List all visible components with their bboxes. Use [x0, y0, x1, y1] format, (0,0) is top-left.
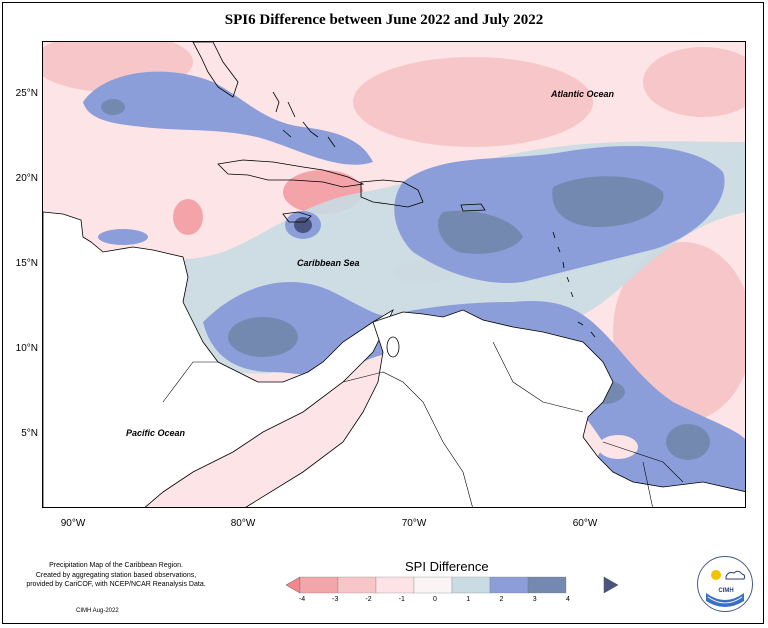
colorbar-tick-label: -3: [332, 596, 339, 603]
dark-blue-zone: [552, 176, 664, 227]
colorbar-cell: [413, 576, 453, 594]
pink-zone: [643, 47, 745, 117]
pink-zone: [613, 242, 745, 422]
blue-zone: [83, 71, 373, 165]
hispaniola-outline: [360, 179, 424, 208]
pink-zone: [353, 57, 593, 147]
pacific-ocean-label: Pacific Ocean: [126, 428, 186, 438]
colorbar-cell: [299, 576, 339, 594]
legend-title: SPI Difference: [405, 559, 489, 574]
colorbar-tick-label: 2: [499, 596, 504, 603]
dark-blue-zone: [228, 317, 298, 357]
cuba-outline: [217, 159, 365, 188]
info-line: Created by aggregating station based obs…: [35, 571, 197, 579]
colorbar-cell: [527, 576, 567, 594]
y-tick-label: 15°N: [15, 258, 38, 269]
colorbar-cells: [299, 576, 567, 594]
y-tick-label: 25°N: [15, 88, 38, 99]
colorbar-tick-label: -1: [398, 596, 405, 603]
dark-blue-zone: [101, 99, 125, 115]
colorbar-arrow-left: [286, 576, 301, 594]
x-tick-label: 80°W: [230, 518, 256, 529]
info-line: provided by CariCOF, with NCEP/NCAR Rean…: [26, 581, 206, 588]
colorbar-tick-label: -4: [298, 596, 306, 603]
x-tick-label: 90°W: [60, 518, 86, 529]
y-tick-label: 5°N: [21, 428, 38, 439]
pink-zone: [173, 199, 203, 235]
bahamas-outline: [272, 91, 336, 148]
atlantic-ocean-label: Atlantic Ocean: [551, 89, 615, 99]
info-text: Precipitation Map of the Caribbean Regio…: [6, 561, 226, 590]
country-borders: [162, 341, 684, 507]
colorbar: [286, 576, 618, 594]
colorbar-tick-label: 3: [532, 596, 537, 603]
map-panel: [42, 41, 746, 508]
puerto-rico-outline: [460, 203, 486, 212]
cimh-logo-icon: CIMH: [697, 556, 753, 612]
central-america-land: [43, 211, 394, 507]
spi-map-svg: [43, 42, 745, 507]
credit-text: CIMH Aug-2022: [76, 608, 119, 614]
x-tick-label: 70°W: [401, 518, 427, 529]
colorbar-arrow-right: [603, 576, 618, 594]
colorbar-cell: [489, 576, 529, 594]
dark-blue-zone: [438, 210, 523, 254]
colorbar-cell: [375, 576, 415, 594]
caribbean-sea-label: Caribbean Sea: [297, 258, 360, 268]
map-title: SPI6 Difference between June 2022 and Ju…: [224, 12, 544, 28]
colorbar-tick-label: -2: [365, 596, 372, 603]
x-tick-label: 60°W: [572, 518, 598, 529]
colorbar-cell: [451, 576, 491, 594]
florida-outline: [192, 42, 239, 98]
south-america-land: [245, 309, 745, 507]
logo-text: CIMH: [718, 588, 734, 594]
jamaica-outline: [282, 211, 312, 223]
blue-zone: [98, 229, 148, 245]
dark-blue-zone: [666, 424, 710, 460]
lesser-antilles-outline: [552, 231, 596, 338]
y-tick-label: 10°N: [15, 343, 38, 354]
darkest-blue-zone: [294, 217, 312, 233]
colorbar-cell: [337, 576, 377, 594]
y-tick-label: 20°N: [15, 173, 38, 184]
logo-graphic: [706, 570, 746, 607]
colorbar-tick-label: 0: [433, 596, 437, 603]
colorbar-tick-label: 1: [466, 596, 471, 603]
colorbar-tick-label: 4: [566, 596, 570, 603]
info-line: Precipitation Map of the Caribbean Regio…: [49, 562, 183, 569]
lake-maracaibo-outline: [386, 336, 400, 358]
